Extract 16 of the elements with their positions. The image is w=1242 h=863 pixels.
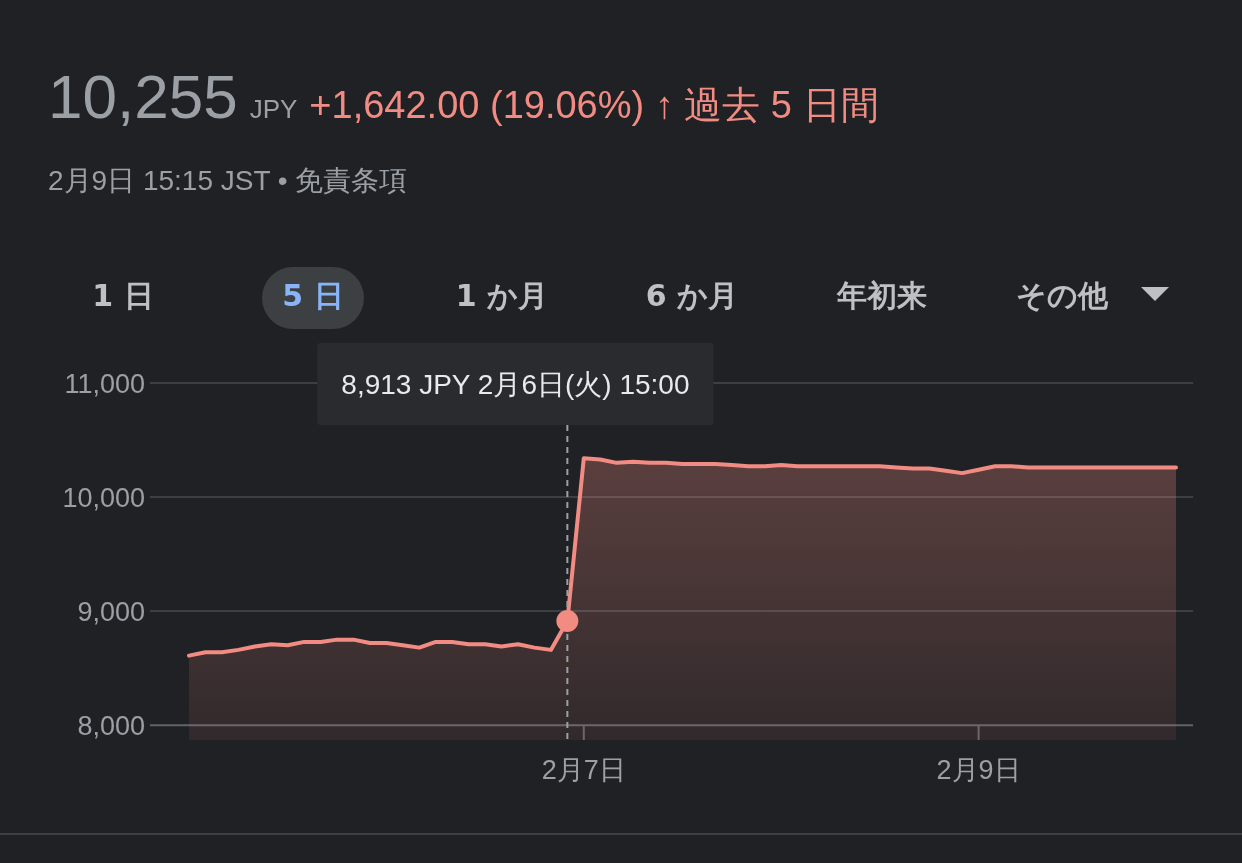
chart-subtitle: +1,642.00 (19.06%) ↑ 過去 5 日間 xyxy=(309,84,879,126)
text: その他 xyxy=(1016,278,1109,313)
x-tick-label: 2月9日 xyxy=(936,755,1021,785)
text: 6 か月 xyxy=(645,278,739,313)
y-tick-label: 10,000 xyxy=(62,483,145,514)
chart-title: 10,255 JPY xyxy=(48,62,298,131)
text: 1 か月 xyxy=(455,278,549,313)
text: 2月9日 15:15 JST • 免責条項 xyxy=(48,165,408,196)
y-tick-label: 8,000 xyxy=(77,711,145,742)
annotation: 8,913 JPY 2月6日(火) 15:00 xyxy=(341,369,690,400)
text: 1 日 xyxy=(92,278,154,313)
text: 5 日 xyxy=(282,278,344,313)
x-tick-label: 2月7日 xyxy=(541,755,626,785)
y-tick-label: 11,000 xyxy=(64,369,145,399)
text: 年初来 xyxy=(836,278,927,313)
y-tick-label: 9,000 xyxy=(77,597,145,628)
